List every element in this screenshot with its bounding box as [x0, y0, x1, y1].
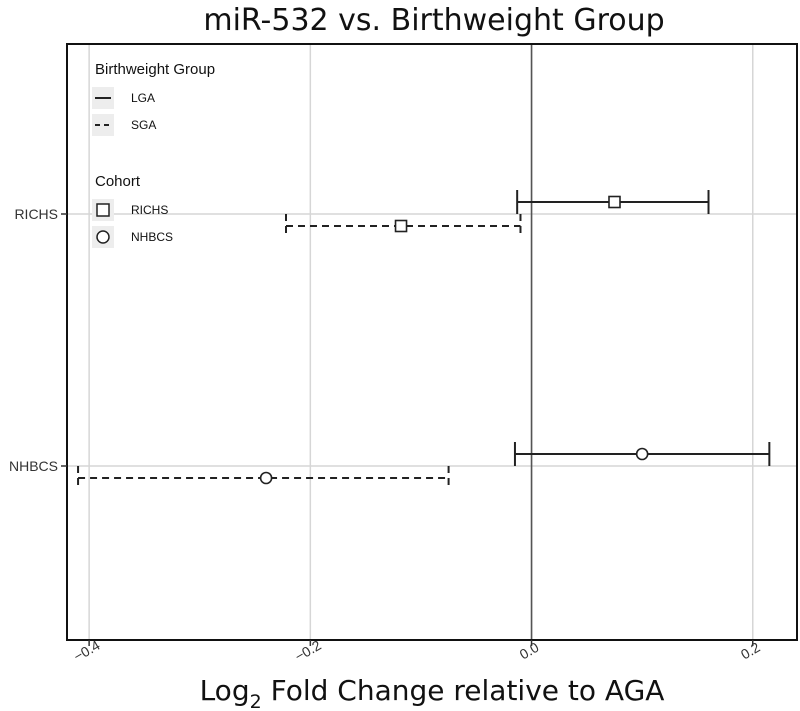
x-tick-label: 0.2 [738, 639, 763, 663]
legend-linetype-title: Birthweight Group [95, 61, 215, 78]
legend-label: LGA [131, 91, 155, 105]
data-layer [77, 190, 771, 490]
x-axis-title-prefix: Log [200, 674, 250, 707]
legend-key-circle [96, 230, 110, 244]
x-axis-title-subscript: 2 [250, 691, 262, 711]
legend-key-square [96, 203, 110, 217]
chart-title: miR-532 vs. Birthweight Group [203, 3, 664, 38]
legend-label: SGA [131, 118, 156, 132]
legend: Birthweight Group LGA SGA Cohort RICHS NHBCS [92, 61, 215, 248]
point-circle [259, 471, 273, 485]
x-axis-title: Log2 Fold Change relative to AGA [200, 674, 665, 711]
x-axis-title-suffix: Fold Change relative to AGA [262, 674, 665, 707]
point-circle [635, 447, 649, 461]
series-nhbcs-lga [513, 442, 771, 466]
point-square [608, 195, 621, 209]
legend-label: RICHS [131, 203, 168, 217]
legend-key-bg [92, 114, 114, 136]
legend-shape-title: Cohort [95, 173, 141, 190]
legend-label: NHBCS [131, 230, 173, 244]
series-richs-sga [285, 214, 522, 238]
y-tick-label: NHBCS [9, 458, 58, 474]
series-nhbcs-sga [77, 466, 450, 490]
grid [67, 44, 797, 640]
point-square [394, 219, 408, 233]
series-richs-lga [516, 190, 710, 214]
y-axis: RICHS NHBCS [9, 206, 67, 474]
plot-border [66, 43, 798, 641]
x-tick-label: 0.0 [517, 639, 542, 663]
y-tick-label: RICHS [14, 206, 58, 222]
